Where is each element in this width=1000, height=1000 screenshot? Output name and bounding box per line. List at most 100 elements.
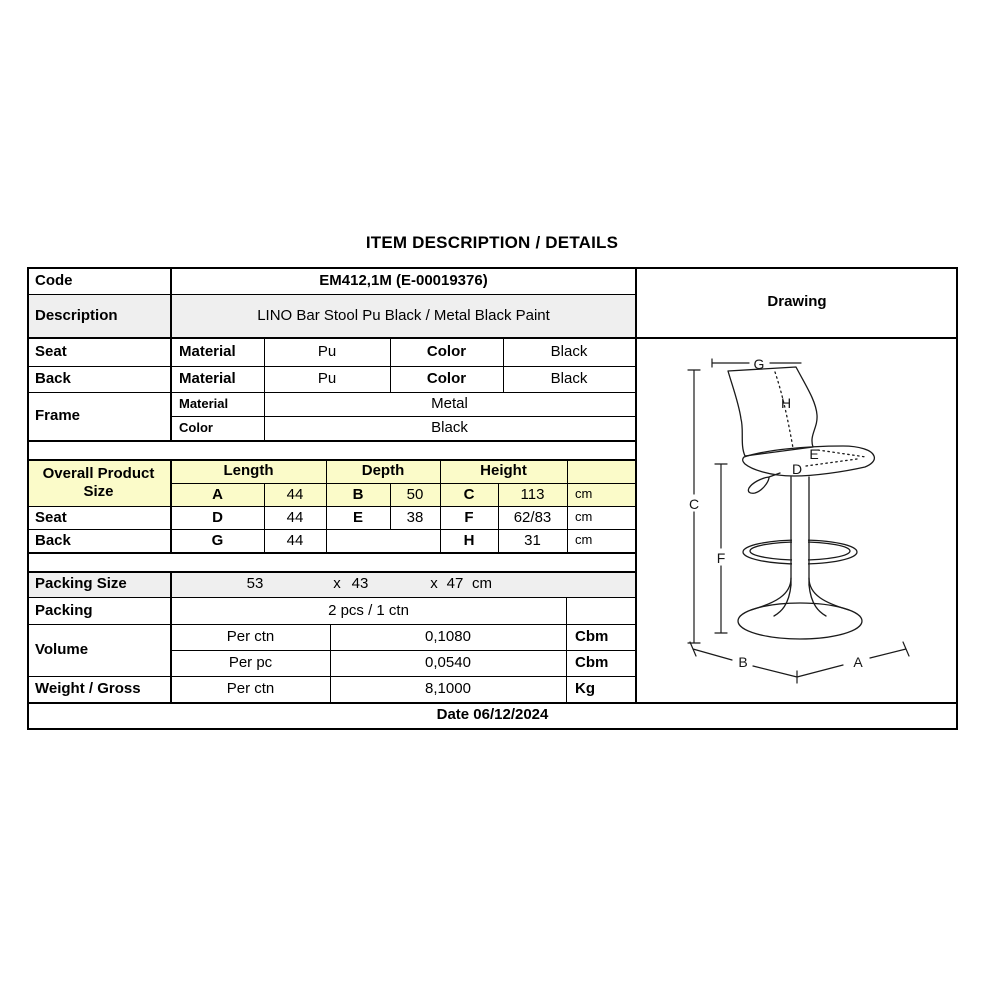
height-header: Height <box>480 462 527 480</box>
dim-label-c: C <box>689 496 699 512</box>
dim-line-g <box>711 358 802 368</box>
overall-height-key: C <box>463 485 475 503</box>
seat-length-key: D <box>212 508 223 526</box>
grid-line <box>264 483 265 552</box>
packing-value: 2 pcs / 1 ctn <box>328 601 409 619</box>
dim-line-c <box>687 369 701 644</box>
packing-size-label: Packing Size <box>35 575 127 593</box>
frame-material-label: Material <box>179 395 229 411</box>
dim-line-a <box>796 641 910 678</box>
grid-line <box>635 267 637 702</box>
back-color-label: Color <box>426 370 467 388</box>
row-highlight <box>27 459 636 506</box>
seat-dotted-e <box>817 449 867 458</box>
drawing-header: Drawing <box>767 293 827 311</box>
overall-height-value: 113 <box>520 485 545 503</box>
grid-line <box>264 337 265 440</box>
grid-line <box>27 440 636 442</box>
grid-line <box>27 597 636 598</box>
grid-line <box>171 650 636 651</box>
grid-line <box>503 337 504 392</box>
packing-size-v3: 47 <box>446 575 464 593</box>
grid-line <box>567 459 568 552</box>
packing-size-unit: cm <box>472 575 492 593</box>
weight-value: 8,1000 <box>425 680 471 698</box>
back-row-label: Back <box>35 370 71 388</box>
packing-label: Packing <box>35 601 93 619</box>
volume-pc-unit: Cbm <box>575 654 609 672</box>
backrest-center-dotted <box>774 371 794 449</box>
dimensions-corner-label: Overall Product Size <box>42 465 155 500</box>
overall-depth-value: 50 <box>406 485 424 503</box>
grid-line <box>27 294 636 295</box>
frame-color-value: Black <box>431 419 468 437</box>
page-title: ITEM DESCRIPTION / DETAILS <box>365 233 619 253</box>
back-length-key: G <box>211 531 224 549</box>
volume-label: Volume <box>35 641 89 659</box>
weight-per: Per ctn <box>226 680 275 698</box>
packing-size-x2: x <box>430 575 438 593</box>
grid-line <box>27 676 636 677</box>
seat-color-value: Black <box>550 342 588 360</box>
weight-label: Weight / Gross <box>35 680 141 698</box>
packing-size-x1: x <box>333 575 341 593</box>
packing-size-v1: 53 <box>246 575 264 593</box>
back-material-label: Material <box>179 370 236 388</box>
back-unit: cm <box>575 532 593 548</box>
seat-row-label: Seat <box>35 342 67 360</box>
dim-label-a: A <box>853 654 863 670</box>
row-highlight <box>27 294 636 337</box>
back-height-value: 31 <box>524 531 541 549</box>
seat-height-key: F <box>464 508 474 526</box>
grid-line <box>27 571 636 573</box>
overall-unit: cm <box>575 486 593 502</box>
depth-header: Depth <box>361 462 405 480</box>
grid-line <box>27 728 958 730</box>
base-flare <box>750 577 850 617</box>
code-label: Code <box>35 271 73 289</box>
grid-line <box>27 624 636 625</box>
dim-label-h: H <box>781 395 791 411</box>
grid-line <box>27 459 636 461</box>
seat-dim-label: Seat <box>35 508 67 526</box>
length-header: Length <box>223 462 274 480</box>
seat-length-value: 44 <box>286 508 304 526</box>
row-highlight <box>27 571 636 597</box>
grid-line <box>170 267 172 440</box>
dim-label-b: B <box>738 654 747 670</box>
volume-per-pc: Per pc <box>228 654 273 672</box>
seat-material-label: Material <box>179 342 236 360</box>
lever <box>747 472 781 494</box>
grid-line <box>440 459 441 552</box>
grid-line <box>171 416 636 417</box>
overall-length-value: 44 <box>286 485 304 503</box>
seat-height-value: 62/83 <box>513 508 552 526</box>
grid-line <box>27 267 958 269</box>
stool-drawing: G H E D C F B A <box>687 356 910 684</box>
backrest-outline <box>727 366 818 457</box>
volume-ctn-value: 0,1080 <box>425 628 471 646</box>
grid-line <box>170 459 172 552</box>
pole <box>790 476 810 586</box>
back-height-key: H <box>463 531 475 549</box>
grid-line <box>27 392 636 393</box>
frame-row-label: Frame <box>35 407 81 425</box>
grid-line <box>390 337 391 392</box>
grid-line <box>27 366 636 367</box>
volume-per-ctn: Per ctn <box>226 628 275 646</box>
description-label: Description <box>35 306 118 324</box>
frame-color-label: Color <box>179 419 213 435</box>
grid-line <box>27 337 958 339</box>
grid-line <box>27 702 958 704</box>
seat-color-label: Color <box>426 342 467 360</box>
description-value: LINO Bar Stool Pu Black / Metal Black Pa… <box>257 306 550 324</box>
grid-line <box>27 506 636 507</box>
dim-line-b <box>689 641 798 684</box>
base-ellipse <box>737 602 863 640</box>
dim-label-f: F <box>717 550 726 566</box>
dim-label-d: D <box>792 461 802 477</box>
back-material-value: Pu <box>317 370 337 388</box>
grid-line <box>956 267 958 730</box>
back-length-value: 44 <box>286 531 304 549</box>
overall-length-key: A <box>212 485 223 503</box>
